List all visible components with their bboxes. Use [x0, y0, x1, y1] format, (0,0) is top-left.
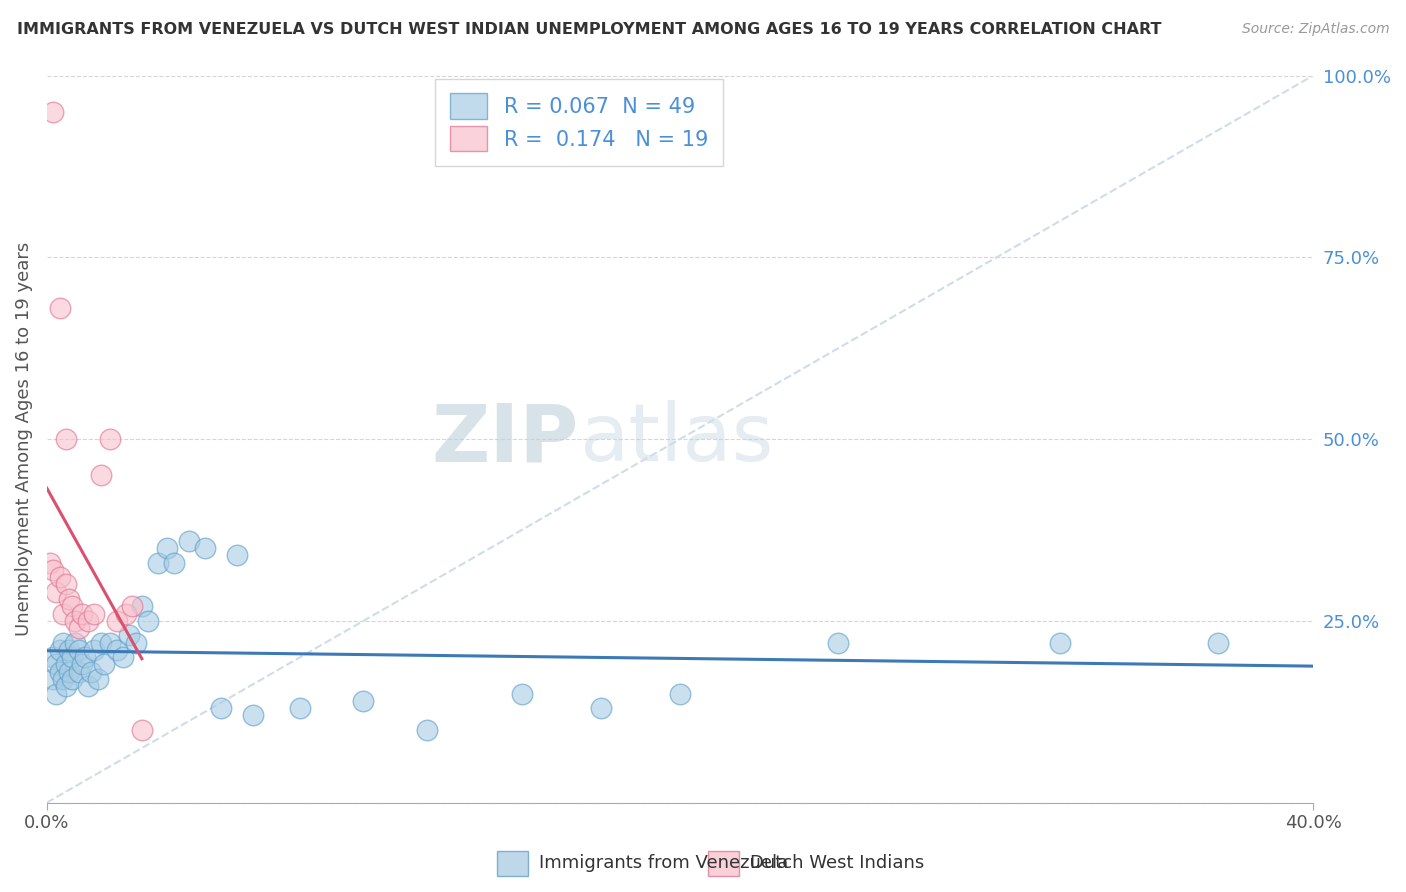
Point — [48, 665, 70, 679]
Point — [73, 650, 96, 665]
Point — [105, 643, 128, 657]
Text: IMMIGRANTS FROM VENEZUELA VS DUTCH WEST INDIAN UNEMPLOYMENT AMONG AGES 16 TO 19 : IMMIGRANTS FROM VENEZUELA VS DUTCH WEST … — [17, 22, 1161, 37]
Point — [98, 432, 121, 446]
Point — [111, 650, 134, 665]
Point — [48, 643, 70, 657]
Point — [416, 723, 439, 737]
Point — [83, 643, 105, 657]
Point — [242, 708, 264, 723]
Text: Dutch West Indians: Dutch West Indians — [751, 855, 925, 872]
Point — [194, 541, 217, 555]
Point — [86, 672, 108, 686]
Point — [136, 614, 159, 628]
Point — [52, 607, 75, 621]
Point — [60, 672, 83, 686]
Point — [45, 657, 67, 672]
Point — [93, 657, 115, 672]
Point — [42, 563, 65, 577]
Point — [118, 628, 141, 642]
Point — [105, 614, 128, 628]
Point — [209, 701, 232, 715]
Point — [225, 549, 247, 563]
Point — [669, 687, 692, 701]
Point — [179, 533, 201, 548]
Point — [55, 657, 77, 672]
Point — [77, 614, 100, 628]
Point — [121, 599, 143, 614]
Point — [65, 614, 87, 628]
Point — [58, 643, 80, 657]
Point — [55, 679, 77, 693]
Point — [58, 665, 80, 679]
Text: atlas: atlas — [579, 400, 773, 478]
Point — [115, 607, 138, 621]
Point — [146, 556, 169, 570]
Point — [52, 672, 75, 686]
Point — [1206, 635, 1229, 649]
Text: ZIP: ZIP — [432, 400, 579, 478]
Point — [42, 104, 65, 119]
Point — [67, 621, 90, 635]
Legend: R = 0.067  N = 49, R =  0.174   N = 19: R = 0.067 N = 49, R = 0.174 N = 19 — [434, 78, 723, 166]
Point — [55, 432, 77, 446]
Point — [45, 584, 67, 599]
Text: Source: ZipAtlas.com: Source: ZipAtlas.com — [1241, 22, 1389, 37]
Point — [48, 570, 70, 584]
Point — [353, 694, 375, 708]
Point — [55, 577, 77, 591]
Point — [67, 643, 90, 657]
Point — [70, 607, 93, 621]
Point — [1049, 635, 1071, 649]
Point — [131, 599, 153, 614]
Point — [131, 723, 153, 737]
Point — [58, 592, 80, 607]
Y-axis label: Unemployment Among Ages 16 to 19 years: Unemployment Among Ages 16 to 19 years — [15, 242, 32, 636]
Point — [90, 468, 112, 483]
Point — [65, 635, 87, 649]
Point — [60, 599, 83, 614]
Point — [77, 679, 100, 693]
Point — [48, 301, 70, 315]
Point — [42, 650, 65, 665]
Point — [42, 672, 65, 686]
Point — [45, 687, 67, 701]
Point — [827, 635, 849, 649]
Point — [288, 701, 311, 715]
Text: Immigrants from Venezuela: Immigrants from Venezuela — [540, 855, 789, 872]
Point — [60, 650, 83, 665]
Point — [124, 635, 146, 649]
Point — [90, 635, 112, 649]
Point — [510, 687, 533, 701]
Point — [70, 657, 93, 672]
Point — [52, 635, 75, 649]
Point — [67, 665, 90, 679]
Point — [156, 541, 179, 555]
Point — [589, 701, 612, 715]
Point — [83, 607, 105, 621]
Point — [162, 556, 184, 570]
Point — [98, 635, 121, 649]
Point — [80, 665, 103, 679]
Point — [39, 556, 62, 570]
